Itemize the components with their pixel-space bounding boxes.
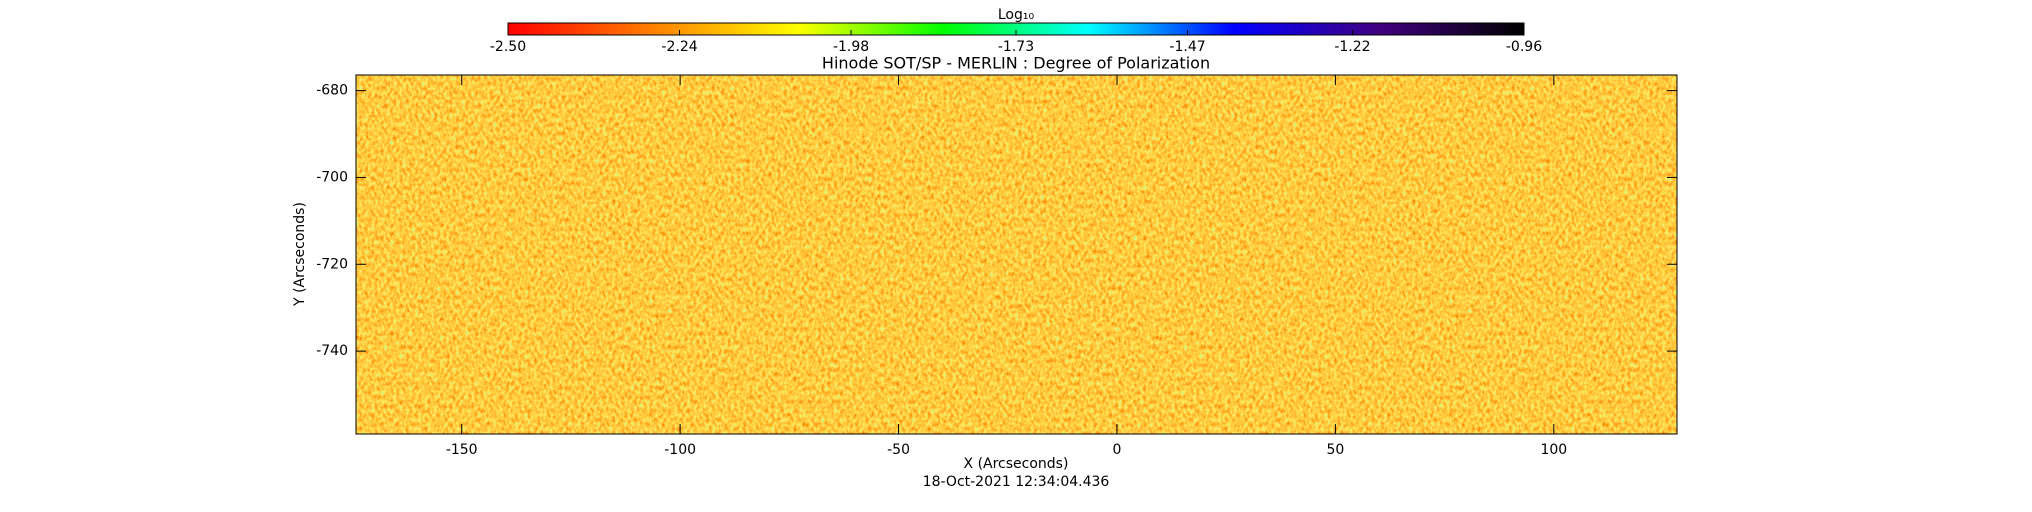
y-tick-label: -700 (316, 169, 348, 185)
colorbar-tick-label: -1.73 (998, 39, 1034, 55)
y-axis-label: Y (Arcseconds) (292, 202, 308, 307)
x-tick-label: 100 (1540, 442, 1567, 458)
x-axis-label: X (Arcseconds) (964, 456, 1069, 472)
heatmap-image (356, 75, 1677, 434)
colorbar-tick-label: -1.47 (1169, 39, 1205, 55)
colorbar-label: Log₁₀ (998, 7, 1035, 23)
colorbar-tick-label: -1.22 (1334, 39, 1370, 55)
x-tick-label: -50 (887, 442, 910, 458)
colorbar-tick-label: -0.96 (1506, 39, 1542, 55)
chart-title: Hinode SOT/SP - MERLIN : Degree of Polar… (822, 54, 1210, 73)
x-tick-label: -150 (446, 442, 478, 458)
y-tick-label: -720 (316, 256, 348, 272)
colorbar-tick-label: -2.50 (490, 39, 526, 55)
plot-frame (355, 74, 1678, 435)
x-tick-label: 50 (1326, 442, 1344, 458)
x-tick-label: 0 (1113, 442, 1122, 458)
x-tick-label: -100 (664, 442, 696, 458)
colorbar-tick-label: -2.24 (661, 39, 697, 55)
colorbar-tick-label: -1.98 (833, 39, 869, 55)
footer-date: 18-Oct-2021 12:34:04.436 (923, 474, 1110, 490)
y-tick-label: -740 (316, 343, 348, 359)
y-tick-label: -680 (316, 83, 348, 99)
